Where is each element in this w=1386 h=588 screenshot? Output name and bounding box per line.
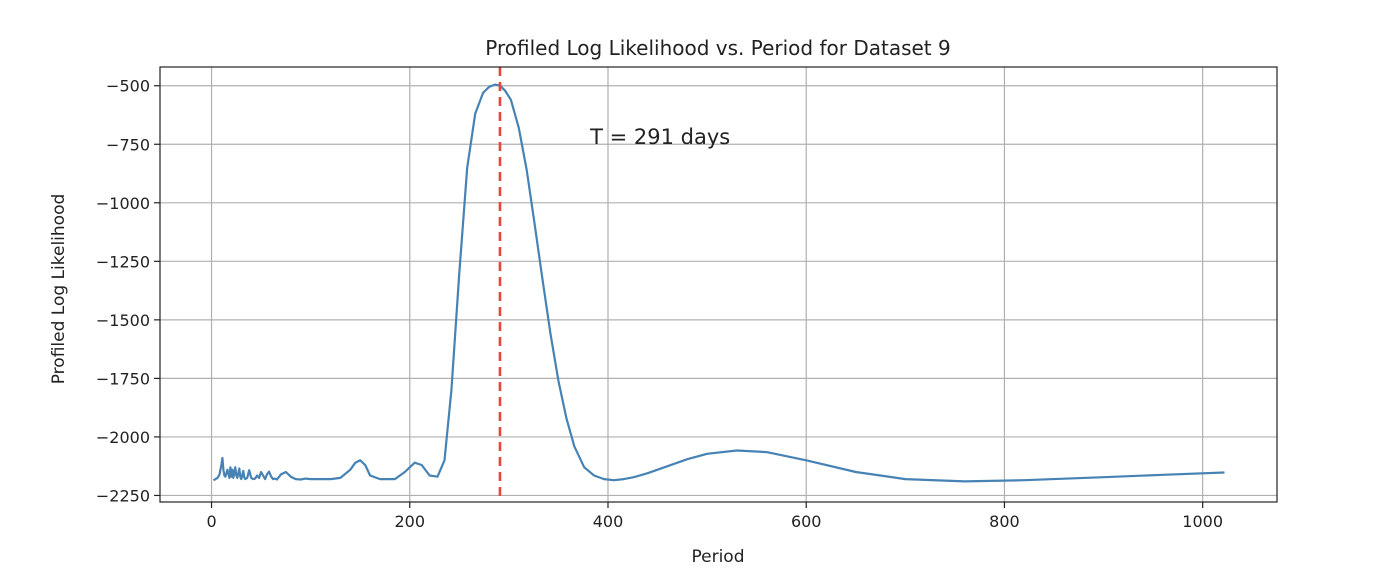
y-gridlines bbox=[160, 85, 1277, 497]
period-annotation: T = 291 days bbox=[589, 125, 730, 149]
x-tick-label: 200 bbox=[394, 512, 425, 531]
plot-frame bbox=[159, 66, 1278, 503]
x-tick-label: 400 bbox=[593, 512, 624, 531]
y-tick-label: −500 bbox=[106, 77, 150, 96]
x-gridlines bbox=[210, 67, 1204, 502]
chart-title: Profiled Log Likelihood vs. Period for D… bbox=[485, 36, 950, 60]
y-tick-label: −750 bbox=[106, 135, 150, 154]
y-tick-label: −2000 bbox=[96, 428, 150, 447]
x-tick-label: 0 bbox=[206, 512, 216, 531]
y-axis-label: Profiled Log Likelihood bbox=[49, 194, 69, 385]
series-layer bbox=[212, 83, 1225, 483]
y-tick-label: −1000 bbox=[96, 194, 150, 213]
x-tick-label: 1000 bbox=[1182, 512, 1223, 531]
x-ticks: 0 200 400 600 800 1000 bbox=[206, 502, 1223, 531]
x-tick-label: 800 bbox=[989, 512, 1020, 531]
y-tick-label: −1500 bbox=[96, 311, 150, 330]
likelihood-series-line bbox=[212, 83, 1225, 483]
y-tick-label: −2250 bbox=[96, 486, 150, 505]
x-tick-label: 600 bbox=[791, 512, 822, 531]
y-ticks: −500 −750 −1000 −1250 −1500 −1750 −2000 −2250 bbox=[96, 77, 160, 505]
y-tick-label: −1250 bbox=[96, 252, 150, 271]
y-tick-label: −1750 bbox=[96, 369, 150, 388]
x-axis-label: Period bbox=[691, 547, 744, 567]
